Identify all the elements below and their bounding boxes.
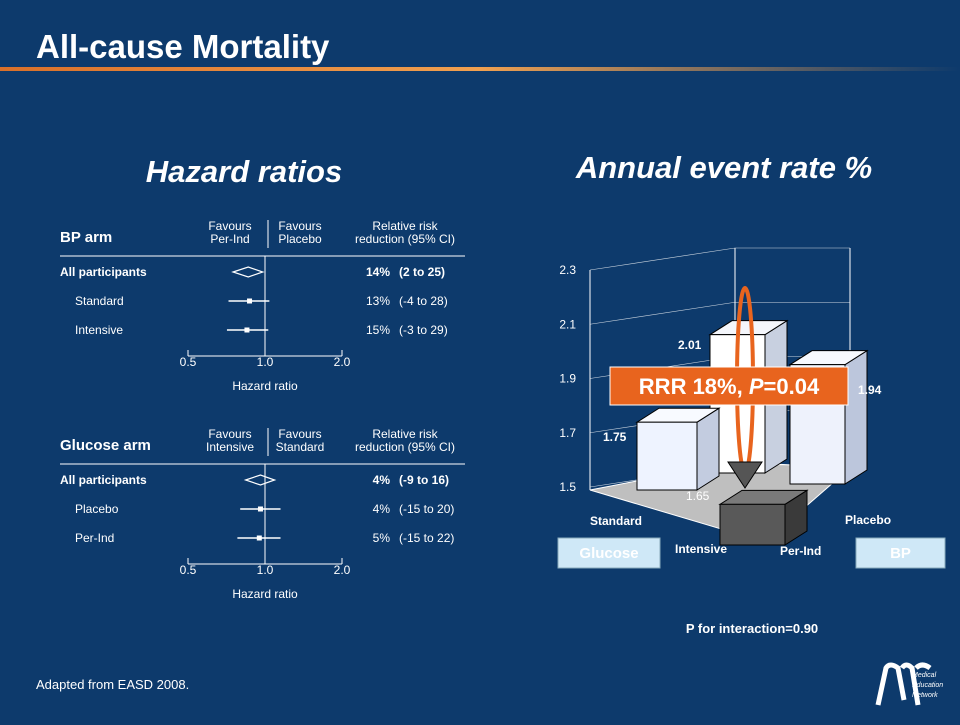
rrr: 4%: [373, 502, 391, 516]
panel-label: Glucose arm: [60, 437, 151, 454]
rrr: 15%: [366, 323, 390, 337]
rrr: 14%: [366, 265, 390, 279]
column-header: Per-Ind: [210, 232, 249, 246]
x-tick-label: 1.0: [257, 355, 274, 369]
annotation-part: RRR 18%,: [639, 374, 749, 399]
column-header: Relative risk: [372, 219, 438, 233]
logo-text: Network: [912, 692, 938, 699]
hr-marker: [247, 298, 253, 304]
group-label: Glucose: [579, 545, 638, 562]
value-label: 1.94: [858, 383, 882, 397]
bar: [636, 421, 698, 491]
annotation-box: [609, 366, 849, 406]
column-header: reduction (95% CI): [355, 232, 455, 246]
logo: Medical Education Network: [875, 662, 943, 706]
panel-label: BP arm: [60, 229, 112, 246]
row-label: Intensive: [75, 323, 123, 337]
x-tick-label: 1.0: [257, 563, 274, 577]
value-label: 2.01: [678, 338, 702, 352]
grid-line: [589, 301, 850, 325]
row-label: Per-Ind: [75, 531, 114, 545]
row-label: Placebo: [75, 502, 119, 516]
rrr: 13%: [366, 294, 390, 308]
source: Adapted from EASD 2008.: [36, 677, 189, 692]
annotation-part: P: [749, 374, 764, 399]
column-header: reduction (95% CI): [355, 440, 455, 454]
ci: (-15 to 20): [399, 502, 454, 516]
column-header: Favours: [278, 427, 321, 441]
diamond: [243, 474, 277, 486]
column-header: Relative risk: [372, 427, 438, 441]
x-axis-label: Hazard ratio: [232, 587, 298, 601]
logo-text: Medical: [912, 672, 937, 679]
arrow-head: [727, 461, 763, 489]
hr-marker: [257, 506, 263, 512]
axis-category: Per-Ind: [780, 544, 821, 558]
ci: (2 to 25): [399, 265, 445, 279]
bar: [719, 503, 786, 546]
column-header: Placebo: [278, 232, 322, 246]
group-box: [855, 537, 946, 569]
ci: (-9 to 16): [399, 473, 449, 487]
row-label: All participants: [60, 473, 147, 487]
panel-title: Annual event rate %: [575, 150, 872, 185]
title-underline: [0, 67, 960, 71]
rrr: 4%: [373, 473, 391, 487]
column-header: Favours: [208, 427, 251, 441]
grid-line: [589, 247, 850, 271]
y-tick-label: 1.9: [559, 372, 576, 386]
annotation-part: =0.04: [764, 374, 820, 399]
x-axis-label: Hazard ratio: [232, 379, 298, 393]
x-tick-label: 0.5: [180, 355, 197, 369]
row-label: Standard: [75, 294, 124, 308]
axis-category: Placebo: [845, 513, 891, 527]
value-label: 1.75: [603, 430, 627, 444]
ci: (-15 to 22): [399, 531, 454, 545]
ci: (-4 to 28): [399, 294, 448, 308]
ci: (-3 to 29): [399, 323, 448, 337]
annotation: RRR 18%, P=0.04: [639, 374, 820, 399]
diamond: [231, 266, 265, 278]
column-header: Favours: [208, 219, 251, 233]
axis-category: Standard: [590, 514, 642, 528]
x-tick-label: 2.0: [334, 563, 351, 577]
group-box: [557, 537, 661, 569]
hr-marker: [244, 327, 250, 333]
x-tick-label: 2.0: [334, 355, 351, 369]
logo-text: Education: [912, 682, 943, 689]
row-label: All participants: [60, 265, 147, 279]
hr-marker: [256, 535, 262, 541]
x-tick-label: 0.5: [180, 563, 197, 577]
y-tick-label: 1.5: [559, 480, 576, 494]
panel-title: Hazard ratios: [146, 154, 342, 189]
footnote: P for interaction=0.90: [686, 621, 818, 636]
logo-mark: [875, 662, 932, 706]
column-header: Favours: [278, 219, 321, 233]
value-label: 1.65: [686, 489, 710, 503]
axis-category: Intensive: [675, 542, 727, 556]
group-label: BP: [890, 545, 911, 562]
rrr: 5%: [373, 531, 391, 545]
y-tick-label: 2.3: [559, 263, 576, 277]
y-tick-label: 1.7: [559, 426, 576, 440]
y-tick-label: 2.1: [559, 317, 576, 331]
column-header: Standard: [276, 440, 325, 454]
column-header: Intensive: [206, 440, 254, 454]
slide-title: All-cause Mortality: [36, 28, 330, 65]
